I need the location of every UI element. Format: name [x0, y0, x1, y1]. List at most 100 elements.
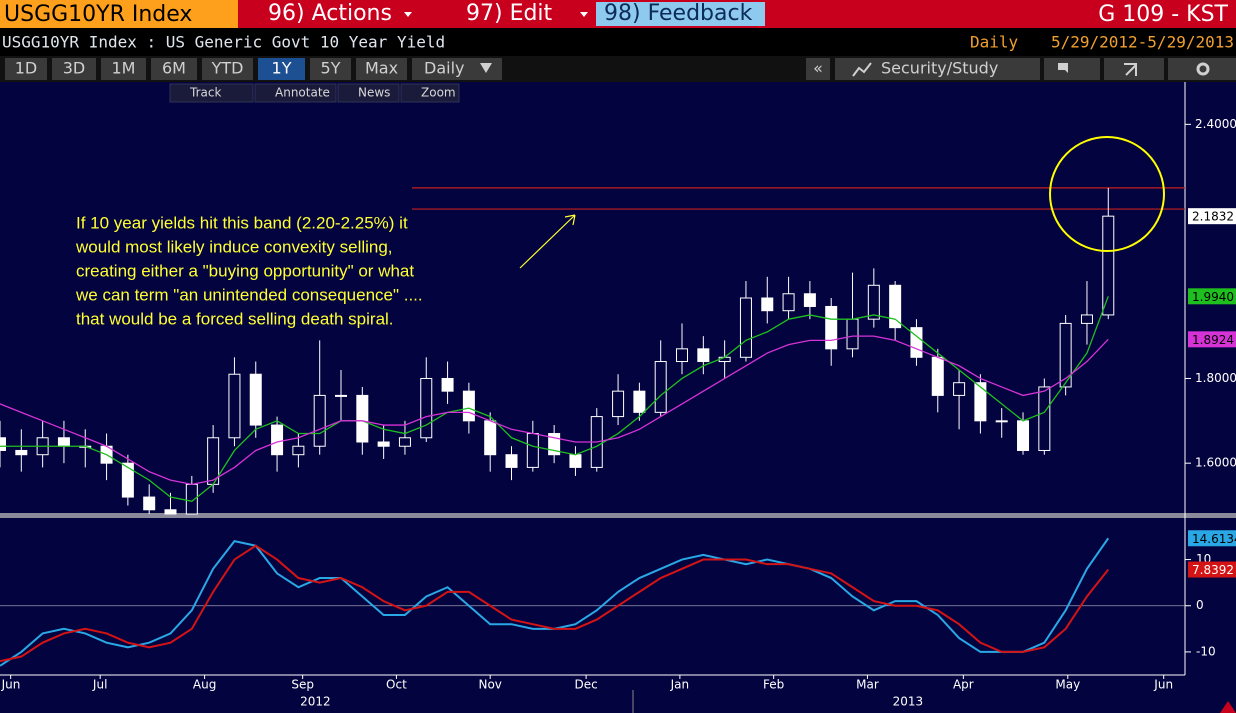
dropdown-arrow	[480, 63, 492, 73]
period-button[interactable]	[412, 58, 502, 80]
candle-body	[484, 420, 497, 456]
menu-actions[interactable]: 96) Actions	[268, 1, 392, 26]
y-tick-label: 0	[1196, 598, 1204, 612]
candle-body	[1017, 420, 1030, 451]
study-button[interactable]	[835, 58, 1040, 80]
icon-button[interactable]	[1104, 58, 1164, 80]
candle-body	[356, 394, 369, 443]
last-value-label: 1.8924	[1192, 333, 1234, 347]
period-label: 1D	[15, 59, 38, 78]
study-icon	[852, 62, 872, 77]
candle-body	[846, 318, 859, 350]
x-tick-label: Jan	[670, 678, 690, 692]
chart-tool-button[interactable]	[254, 83, 337, 103]
period-label: 1Y	[272, 59, 292, 78]
candle-body	[761, 297, 774, 312]
period-label: YTD	[211, 59, 244, 78]
chart-tool-label: Track	[189, 86, 221, 100]
candle-body	[1038, 386, 1051, 451]
chart-tool-label: Annotate	[275, 86, 330, 100]
annotation: creating either a "buying opportunity" o…	[76, 261, 414, 280]
dropdown-arrow	[580, 12, 588, 17]
period-button[interactable]	[258, 58, 305, 80]
annotation: that would be a forced selling death spi…	[76, 309, 394, 328]
period-button[interactable]	[310, 58, 351, 80]
candle-body	[15, 449, 28, 456]
ticker: USGG10YR Index	[4, 2, 192, 27]
x-tick-label: May	[1055, 678, 1080, 692]
candle-body	[995, 420, 1008, 423]
last-value-label: 7.8392	[1192, 563, 1234, 577]
period-button[interactable]	[202, 58, 253, 80]
screen-code: G 109 - KST	[1098, 2, 1228, 27]
year-label: 2012	[300, 695, 331, 709]
candle-body	[249, 373, 262, 426]
menu-edit[interactable]: 97) Edit	[466, 1, 553, 26]
x-tick-label: Nov	[478, 678, 501, 692]
last-value-box	[1188, 561, 1236, 578]
description-row	[0, 28, 1236, 56]
period-label: 3D	[63, 59, 86, 78]
last-value-label: 1.9940	[1192, 290, 1234, 304]
annotation-arrow	[519, 214, 576, 269]
candle-body	[398, 437, 411, 447]
candle-body	[185, 483, 198, 515]
moving-average	[0, 296, 1109, 502]
last-value-label: 14.6134	[1192, 532, 1236, 546]
period-button[interactable]	[52, 58, 96, 80]
candle-body	[271, 424, 284, 456]
candle-body	[1102, 215, 1115, 316]
menu-feedback[interactable]: 98) Feedback	[604, 1, 753, 26]
candle-body	[1080, 314, 1093, 324]
last-value-box	[1188, 288, 1236, 305]
frequency: Daily	[970, 33, 1019, 52]
candle-body	[441, 377, 454, 392]
annotation: we can term "an unintended consequence" …	[75, 285, 423, 304]
candle-body	[825, 305, 838, 350]
candle-body	[57, 437, 70, 447]
candle-body	[526, 433, 539, 468]
gear-icon	[1196, 62, 1210, 76]
period-button[interactable]	[5, 58, 47, 80]
annotation: would most likely induce convexity selli…	[75, 237, 393, 256]
candle-body	[931, 356, 944, 396]
x-tick-label: Apr	[953, 678, 974, 692]
kst-line	[0, 544, 1110, 663]
chart-tool-button[interactable]	[169, 83, 254, 103]
icon-button[interactable]	[1044, 58, 1100, 80]
candle-body	[633, 390, 646, 413]
feedback-box[interactable]	[596, 2, 765, 26]
candle-body	[782, 293, 795, 312]
collapse-label: «	[813, 59, 823, 78]
candle-body	[867, 284, 880, 320]
period-button[interactable]	[151, 58, 197, 80]
x-tick-label: Jun	[1153, 678, 1173, 692]
collapse-button[interactable]	[806, 58, 830, 80]
candle-body	[420, 377, 433, 439]
y-tick-label: 1.8000	[1195, 371, 1236, 385]
period-button[interactable]	[101, 58, 146, 80]
candle-body	[121, 462, 134, 498]
candle-body	[1059, 322, 1072, 388]
candle-body	[505, 454, 518, 468]
candle-body	[292, 445, 305, 456]
period-button[interactable]	[356, 58, 407, 80]
x-tick-label: Jul	[92, 678, 107, 692]
chart-tool-button[interactable]	[337, 83, 400, 103]
last-value-box	[1188, 208, 1236, 225]
settings-button[interactable]	[1168, 58, 1236, 80]
dropdown-arrow	[404, 12, 412, 17]
candle-body	[164, 509, 177, 515]
chart-tool-label: Zoom	[421, 86, 456, 100]
last-value-box	[1188, 331, 1236, 348]
chart-tool-button[interactable]	[400, 83, 460, 103]
description: USGG10YR Index : US Generic Govt 10 Year…	[2, 33, 445, 52]
ticker-box[interactable]	[0, 0, 238, 28]
moving-average	[0, 335, 1109, 486]
panel-separator	[0, 513, 1236, 518]
year-label: 2013	[893, 695, 924, 709]
candle-body	[739, 297, 752, 358]
candle-body	[0, 437, 6, 451]
candle-body	[548, 433, 561, 456]
